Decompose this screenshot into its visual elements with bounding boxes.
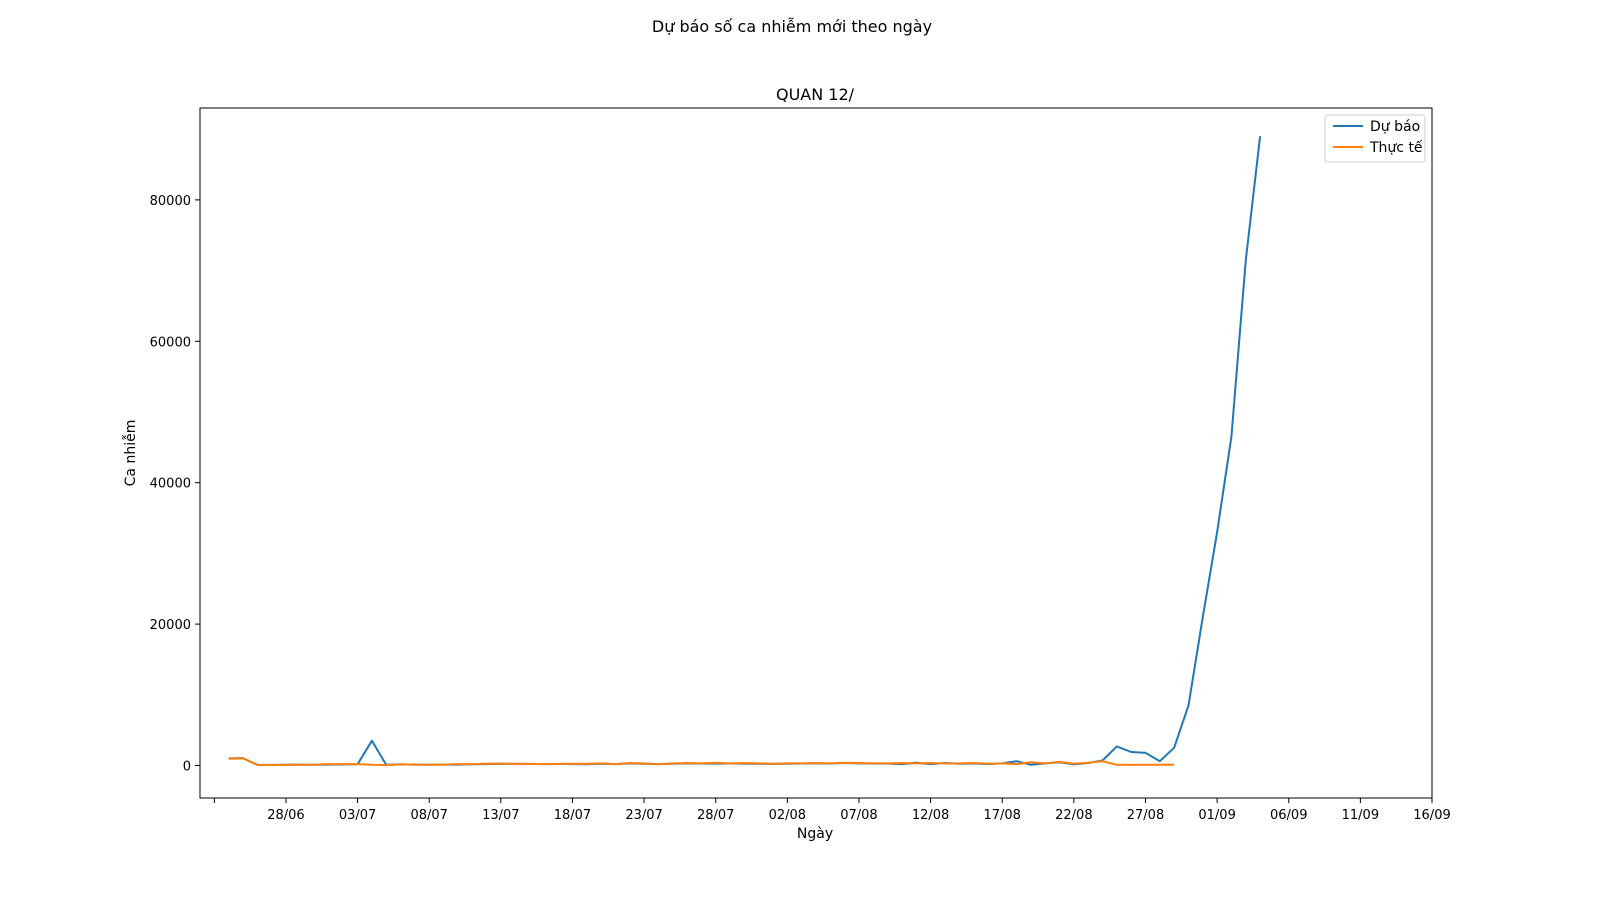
x-tick-label-8: 02/08 [769,808,806,823]
x-tick-label-2: 03/07 [339,808,376,823]
y-tick-label-0: 0 [183,759,191,774]
x-tick-label-7: 28/07 [697,808,734,823]
x-tick-label-17: 16/09 [1413,808,1450,823]
x-tick-label-13: 27/08 [1127,808,1164,823]
x-tick-label-5: 18/07 [554,808,591,823]
x-tick-label-6: 23/07 [625,808,662,823]
y-tick-label-4: 80000 [150,194,191,209]
legend-label-actual: Thực tế [1369,139,1423,156]
legend-label-forecast: Dự báo [1370,119,1420,135]
x-tick-label-4: 13/07 [482,808,519,823]
chart-title: QUAN 12/ [776,85,855,104]
y-tick-label-2: 40000 [150,477,191,492]
x-tick-label-11: 17/08 [983,808,1020,823]
y-tick-label-3: 60000 [150,335,191,350]
x-tick-label-10: 12/08 [912,808,949,823]
y-axis-label: Ca nhiễm [122,420,139,487]
series-line-forecast [228,136,1262,766]
x-tick-label-16: 11/09 [1342,808,1379,823]
x-tick-label-9: 07/08 [840,808,877,823]
plot-area: 28/06 03/07 08/07 13/07 18/07 23/07 28/07 02/08… [150,136,1451,823]
x-tick-label-14: 01/09 [1198,808,1235,823]
y-tick-label-1: 20000 [150,618,191,633]
x-tick-label-12: 22/08 [1055,808,1092,823]
figure-suptitle: Dự báo số ca nhiễm mới theo ngày [652,17,932,36]
x-tick-label-15: 06/09 [1270,808,1307,823]
axes-frame [199,107,1433,799]
series-line-actual [228,757,1175,767]
x-axis-label: Ngày [797,826,833,842]
x-tick-label-1: 28/06 [267,808,304,823]
legend: Dự báo Thực tế [1324,114,1426,163]
x-tick-label-3: 08/07 [410,808,447,823]
